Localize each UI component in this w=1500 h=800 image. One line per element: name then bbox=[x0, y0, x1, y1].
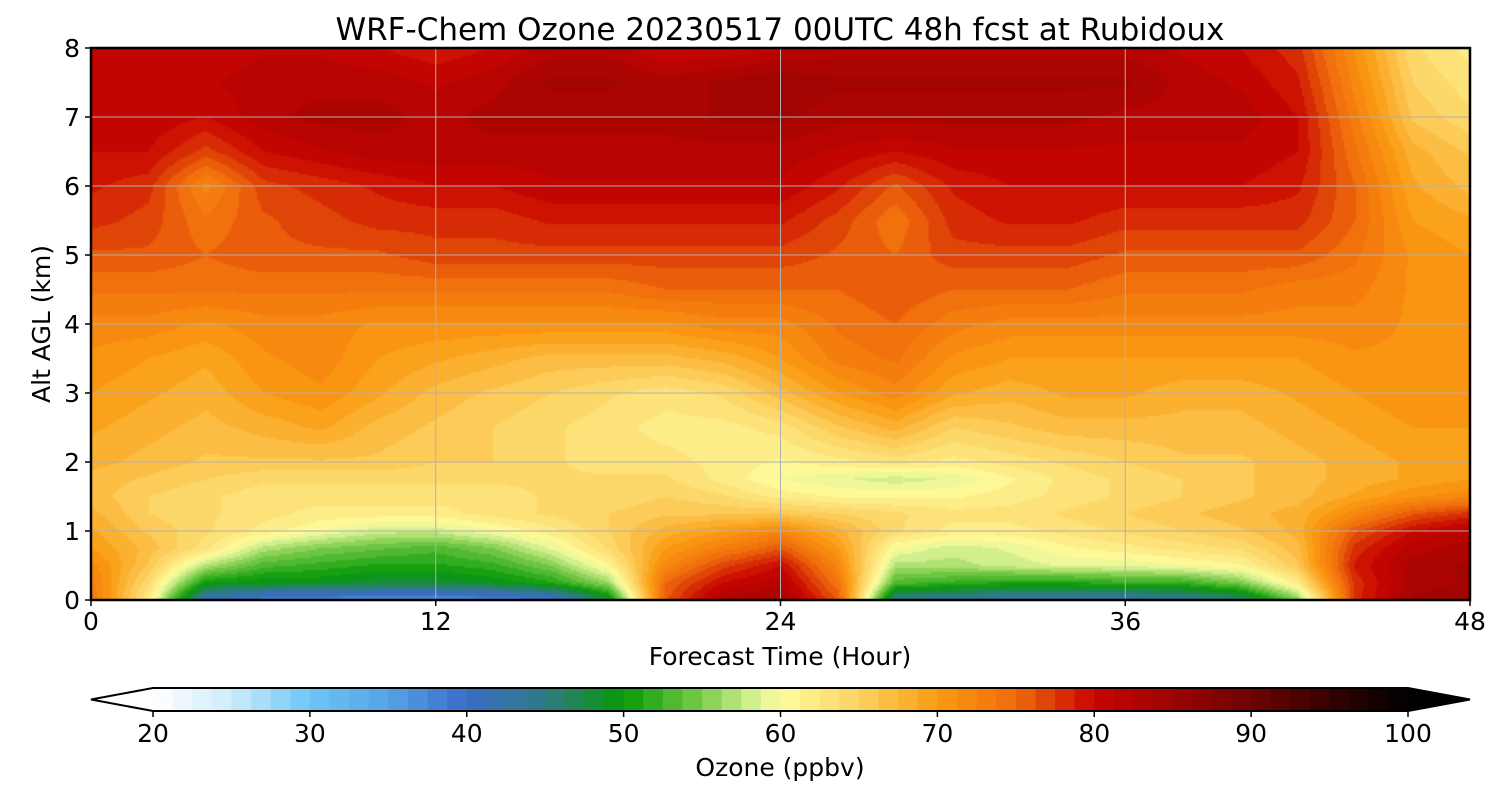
x-tick-label: 24 bbox=[765, 607, 797, 636]
colorbar-segment bbox=[1055, 688, 1076, 711]
colorbar-segment bbox=[211, 688, 233, 711]
colorbar-segment bbox=[368, 688, 389, 711]
colorbar-segment bbox=[447, 688, 468, 711]
y-tick-label: 6 bbox=[64, 172, 80, 201]
y-tick-label: 1 bbox=[64, 517, 80, 546]
x-tick-label: 0 bbox=[83, 607, 99, 636]
colorbar-segment bbox=[800, 688, 821, 711]
colorbar-segment bbox=[525, 688, 546, 711]
colorbar-tick-label: 30 bbox=[294, 719, 326, 748]
colorbar-segment bbox=[1329, 688, 1350, 711]
colorbar-segment bbox=[153, 688, 174, 711]
y-axis-label: Alt AGL (km) bbox=[27, 245, 56, 403]
colorbar-segment bbox=[564, 688, 586, 711]
colorbar-tick-label: 100 bbox=[1384, 719, 1432, 748]
x-axis-label: Forecast Time (Hour) bbox=[649, 642, 912, 671]
colorbar-segment bbox=[486, 688, 507, 711]
colorbar-segment bbox=[290, 688, 311, 711]
colorbar-segment bbox=[1113, 688, 1135, 711]
x-tick-label: 36 bbox=[1109, 607, 1141, 636]
colorbar-segment bbox=[819, 688, 840, 711]
colorbar-segment bbox=[1270, 688, 1291, 711]
colorbar-tick-label: 90 bbox=[1235, 719, 1267, 748]
colorbar-segment bbox=[329, 688, 350, 711]
colorbar-segment bbox=[192, 688, 213, 711]
colorbar-segment bbox=[309, 688, 331, 711]
colorbar-segment bbox=[545, 688, 566, 711]
colorbar-segment bbox=[505, 688, 527, 711]
colorbar-segment bbox=[251, 688, 272, 711]
colorbar-segment bbox=[1015, 688, 1037, 711]
x-axis-ticks: 0 12 24 36 48 bbox=[83, 600, 1486, 636]
colorbar-segment bbox=[388, 688, 409, 711]
colorbar-segment bbox=[682, 688, 703, 711]
colorbar-tick-label: 20 bbox=[137, 719, 169, 748]
colorbar-segment bbox=[858, 688, 880, 711]
colorbar-segment bbox=[702, 688, 723, 711]
colorbar-segment bbox=[1290, 688, 1311, 711]
colorbar-segment bbox=[956, 688, 978, 711]
colorbar-segment bbox=[231, 688, 252, 711]
colorbar-segment bbox=[427, 688, 448, 711]
colorbar-segment bbox=[270, 688, 291, 711]
colorbar-segment bbox=[407, 688, 429, 711]
colorbar-segment bbox=[1211, 688, 1233, 711]
colorbar-tick-label: 40 bbox=[451, 719, 483, 748]
y-tick-label: 2 bbox=[64, 448, 80, 477]
x-tick-label: 12 bbox=[420, 607, 452, 636]
colorbar-segment bbox=[623, 688, 644, 711]
colorbar-extend-low bbox=[91, 688, 153, 711]
colorbar-label: Ozone (ppbv) bbox=[695, 753, 864, 782]
y-axis-ticks: 0 1 2 3 4 5 6 7 8 bbox=[64, 34, 91, 615]
y-tick-label: 8 bbox=[64, 34, 80, 63]
colorbar-segment bbox=[839, 688, 860, 711]
colorbar bbox=[90, 687, 1471, 712]
colorbar-ticks: 20 30 40 50 60 70 80 90 100 bbox=[137, 711, 1432, 748]
colorbar-segment bbox=[1133, 688, 1154, 711]
colorbar-segment bbox=[1094, 688, 1115, 711]
colorbar-tick-label: 60 bbox=[765, 719, 797, 748]
colorbar-segment bbox=[898, 688, 919, 711]
y-tick-label: 5 bbox=[64, 241, 80, 270]
colorbar-segment bbox=[721, 688, 742, 711]
colorbar-segment bbox=[917, 688, 938, 711]
colorbar-segment bbox=[878, 688, 899, 711]
colorbar-tick-label: 80 bbox=[1078, 719, 1110, 748]
x-tick-label: 48 bbox=[1454, 607, 1486, 636]
colorbar-segment bbox=[1074, 688, 1095, 711]
chart-title: WRF-Chem Ozone 20230517 00UTC 48h fcst a… bbox=[335, 12, 1224, 48]
y-tick-label: 7 bbox=[64, 103, 80, 132]
colorbar-segment bbox=[1349, 688, 1370, 711]
colorbar-segment bbox=[1035, 688, 1056, 711]
colorbar-segment bbox=[466, 688, 487, 711]
colorbar-segment bbox=[1309, 688, 1331, 711]
y-tick-label: 4 bbox=[64, 310, 80, 339]
colorbar-segment bbox=[584, 688, 605, 711]
colorbar-segment bbox=[1153, 688, 1174, 711]
colorbar-segment bbox=[1172, 688, 1193, 711]
colorbar-segment bbox=[604, 688, 625, 711]
colorbar-segment bbox=[349, 688, 370, 711]
colorbar-segment bbox=[1231, 688, 1252, 711]
colorbar-segment bbox=[937, 688, 958, 711]
colorbar-segment bbox=[741, 688, 762, 711]
colorbar-extend-high bbox=[1408, 688, 1470, 711]
y-tick-label: 0 bbox=[64, 586, 80, 615]
colorbar-segment bbox=[780, 688, 801, 711]
colorbar-tick-label: 50 bbox=[608, 719, 640, 748]
colorbar-segment bbox=[760, 688, 782, 711]
colorbar-segment bbox=[172, 688, 193, 711]
y-tick-label: 3 bbox=[64, 379, 80, 408]
colorbar-segment bbox=[976, 688, 997, 711]
colorbar-segment bbox=[643, 688, 664, 711]
colorbar-segment bbox=[1388, 688, 1409, 711]
colorbar-segment bbox=[1192, 688, 1213, 711]
colorbar-tick-label: 70 bbox=[921, 719, 953, 748]
colorbar-segment bbox=[996, 688, 1017, 711]
colorbar-segment bbox=[1251, 688, 1272, 711]
colorbar-segment bbox=[1368, 688, 1389, 711]
colorbar-segment bbox=[662, 688, 684, 711]
